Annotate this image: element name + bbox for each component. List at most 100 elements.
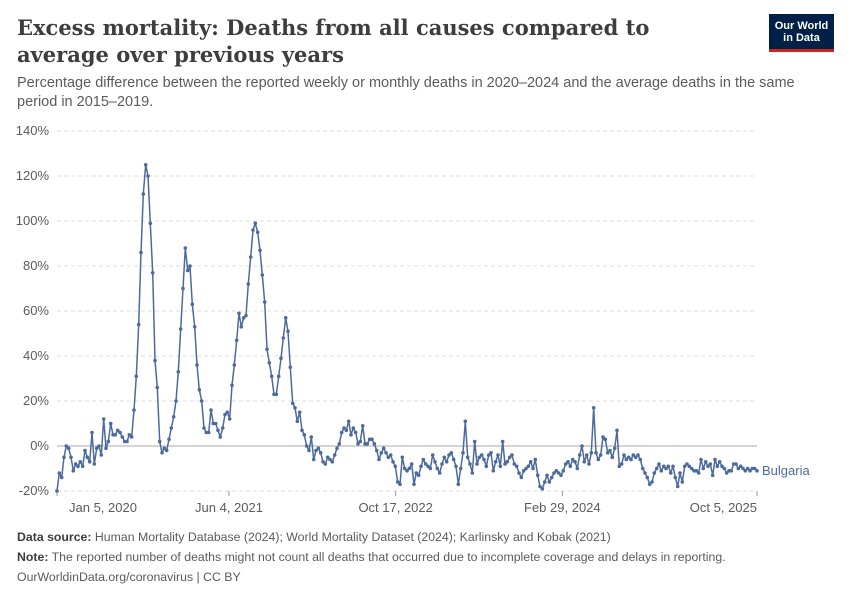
- data-point[interactable]: [433, 460, 437, 464]
- data-point[interactable]: [220, 426, 225, 430]
- data-point[interactable]: [232, 363, 237, 367]
- data-point[interactable]: [293, 406, 297, 410]
- data-point[interactable]: [118, 430, 122, 435]
- data-point[interactable]: [309, 435, 314, 439]
- data-point[interactable]: [267, 361, 272, 365]
- data-point[interactable]: [405, 469, 409, 473]
- data-point[interactable]: [127, 433, 132, 437]
- data-point[interactable]: [598, 453, 603, 457]
- data-point[interactable]: [524, 466, 528, 471]
- data-point[interactable]: [342, 426, 346, 430]
- data-point[interactable]: [640, 466, 645, 471]
- data-point[interactable]: [199, 399, 204, 403]
- data-point[interactable]: [104, 446, 108, 451]
- data-point[interactable]: [402, 466, 407, 471]
- data-point[interactable]: [680, 480, 685, 484]
- data-point[interactable]: [545, 473, 549, 478]
- data-point[interactable]: [290, 401, 295, 406]
- data-point[interactable]: [435, 466, 440, 471]
- data-point[interactable]: [722, 466, 727, 471]
- data-point[interactable]: [482, 457, 486, 462]
- data-point[interactable]: [318, 451, 323, 455]
- data-point[interactable]: [654, 466, 659, 471]
- data-point[interactable]: [164, 448, 169, 453]
- data-point[interactable]: [192, 325, 197, 329]
- data-point[interactable]: [370, 437, 374, 442]
- data-point[interactable]: [421, 457, 426, 462]
- data-point[interactable]: [358, 439, 363, 444]
- data-point[interactable]: [381, 446, 386, 451]
- data-point[interactable]: [447, 453, 451, 457]
- data-point[interactable]: [568, 464, 573, 469]
- data-point[interactable]: [456, 482, 461, 487]
- data-point[interactable]: [391, 460, 395, 464]
- data-point[interactable]: [498, 464, 503, 469]
- data-point[interactable]: [577, 453, 582, 457]
- data-point[interactable]: [608, 448, 612, 453]
- data-point[interactable]: [321, 460, 325, 464]
- data-point[interactable]: [197, 388, 202, 392]
- data-point[interactable]: [638, 457, 643, 462]
- data-point[interactable]: [225, 410, 230, 415]
- data-point[interactable]: [484, 464, 489, 469]
- data-point[interactable]: [141, 192, 146, 196]
- data-point[interactable]: [528, 460, 533, 464]
- data-point[interactable]: [703, 460, 708, 464]
- data-point[interactable]: [708, 462, 713, 466]
- data-point[interactable]: [176, 370, 181, 374]
- source-url[interactable]: OurWorldinData.org/coronavirus | CC BY: [17, 570, 241, 584]
- data-point[interactable]: [239, 325, 244, 329]
- data-point[interactable]: [591, 406, 596, 410]
- data-point[interactable]: [372, 442, 377, 446]
- data-point[interactable]: [258, 248, 262, 253]
- data-point[interactable]: [755, 469, 759, 473]
- data-point[interactable]: [643, 471, 647, 475]
- data-point[interactable]: [535, 473, 540, 478]
- data-point[interactable]: [400, 455, 405, 460]
- data-point[interactable]: [202, 426, 206, 430]
- data-point[interactable]: [94, 446, 99, 451]
- data-point[interactable]: [521, 469, 526, 473]
- data-point[interactable]: [542, 480, 547, 484]
- data-point[interactable]: [699, 457, 703, 462]
- data-point[interactable]: [547, 480, 552, 484]
- data-point[interactable]: [461, 451, 465, 455]
- data-point[interactable]: [351, 426, 356, 430]
- data-point[interactable]: [325, 455, 330, 460]
- data-point[interactable]: [206, 430, 211, 435]
- data-point[interactable]: [575, 466, 580, 471]
- data-point[interactable]: [307, 448, 311, 453]
- data-point[interactable]: [554, 469, 559, 473]
- data-point[interactable]: [55, 489, 59, 493]
- data-point[interactable]: [510, 453, 514, 457]
- data-point[interactable]: [470, 471, 475, 475]
- data-point[interactable]: [752, 466, 757, 471]
- data-point[interactable]: [458, 466, 463, 471]
- data-point[interactable]: [626, 455, 631, 460]
- data-point[interactable]: [675, 484, 680, 489]
- data-point[interactable]: [475, 462, 479, 466]
- data-point[interactable]: [253, 221, 258, 226]
- data-point[interactable]: [113, 433, 118, 437]
- data-point[interactable]: [472, 439, 477, 444]
- data-point[interactable]: [650, 480, 654, 484]
- data-point[interactable]: [603, 437, 608, 442]
- data-point[interactable]: [538, 484, 542, 489]
- data-point[interactable]: [155, 385, 160, 390]
- data-point[interactable]: [468, 462, 472, 466]
- data-point[interactable]: [190, 302, 195, 307]
- data-point[interactable]: [265, 347, 269, 352]
- data-point[interactable]: [384, 451, 388, 455]
- data-point[interactable]: [449, 451, 454, 455]
- data-point[interactable]: [101, 417, 106, 421]
- data-point[interactable]: [664, 466, 668, 471]
- data-point[interactable]: [738, 464, 743, 469]
- data-point[interactable]: [622, 453, 626, 457]
- data-point[interactable]: [188, 264, 192, 268]
- data-point[interactable]: [393, 464, 398, 469]
- data-point[interactable]: [407, 466, 412, 471]
- data-point[interactable]: [260, 273, 265, 277]
- data-point[interactable]: [244, 313, 248, 318]
- data-point[interactable]: [395, 480, 400, 484]
- data-point[interactable]: [505, 460, 510, 464]
